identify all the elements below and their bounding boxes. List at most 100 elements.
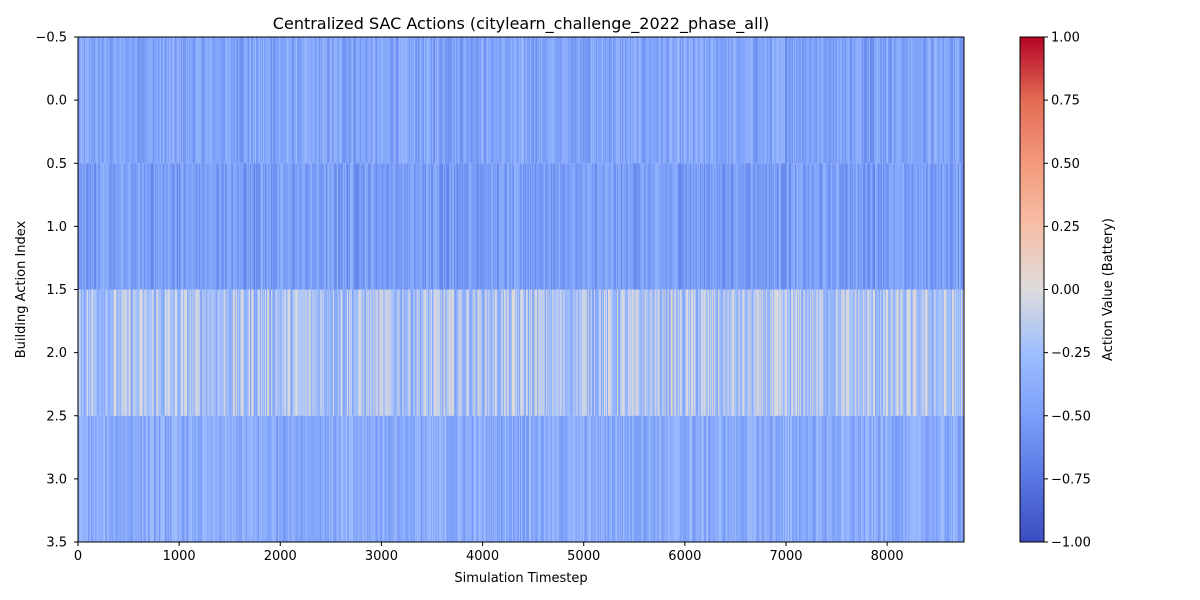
- heatmap-cell: [898, 37, 900, 164]
- heatmap-cell: [291, 289, 293, 416]
- heatmap-cell: [548, 37, 550, 164]
- heatmap-cell: [528, 37, 530, 164]
- heatmap-cell: [561, 163, 563, 290]
- heatmap-cell: [461, 289, 463, 416]
- heatmap-cell: [889, 163, 891, 290]
- heatmap-cell: [587, 37, 590, 164]
- heatmap-cell: [748, 415, 750, 542]
- heatmap-cell: [312, 37, 315, 164]
- heatmap-cell: [781, 415, 784, 542]
- heatmap-cell: [638, 415, 640, 542]
- heatmap-cell: [407, 289, 410, 416]
- heatmap-cell: [614, 163, 616, 290]
- heatmap-cell: [795, 289, 797, 416]
- heatmap-cell: [450, 37, 452, 164]
- heatmap-cell: [336, 415, 339, 542]
- heatmap-cell: [458, 415, 460, 542]
- heatmap-cell: [352, 289, 354, 416]
- heatmap-cell: [716, 163, 718, 290]
- heatmap-cell: [275, 37, 277, 164]
- heatmap-cell: [607, 415, 610, 542]
- heatmap-cell: [647, 163, 649, 290]
- heatmap-cell: [745, 37, 747, 164]
- heatmap-cell: [501, 415, 504, 542]
- heatmap-cell: [507, 163, 510, 290]
- heatmap-cell: [449, 37, 451, 164]
- heatmap-cell: [318, 289, 321, 416]
- heatmap-cell: [189, 415, 191, 542]
- heatmap-cell: [574, 37, 576, 164]
- heatmap-cell: [928, 37, 930, 164]
- heatmap-cell: [107, 163, 109, 290]
- heatmap-cell: [873, 289, 876, 416]
- heatmap-cell: [131, 289, 133, 416]
- heatmap-cell: [821, 37, 823, 164]
- heatmap-cell: [353, 289, 355, 416]
- heatmap-cell: [196, 289, 198, 416]
- heatmap-cell: [302, 37, 304, 164]
- heatmap-cell: [583, 37, 586, 164]
- heatmap-cell: [578, 163, 581, 290]
- heatmap-cell: [479, 163, 481, 290]
- heatmap-cell: [442, 415, 444, 542]
- heatmap-cell: [132, 415, 134, 542]
- x-axis: 0 1000 2000 3000 4000 5000 6000 7000 8000: [74, 542, 904, 564]
- heatmap-cell: [512, 163, 515, 290]
- heatmap-cell: [663, 37, 665, 164]
- heatmap-cell: [242, 37, 245, 164]
- heatmap-cell: [549, 289, 551, 416]
- heatmap-cell: [910, 415, 912, 542]
- heatmap-cell: [566, 163, 568, 290]
- heatmap-cell: [401, 415, 404, 542]
- heatmap-cell: [686, 289, 689, 416]
- heatmap-cell: [299, 415, 301, 542]
- heatmap-cell: [144, 37, 147, 164]
- heatmap-cell: [611, 289, 613, 416]
- heatmap-cell: [536, 37, 538, 164]
- heatmap-cell: [280, 163, 282, 290]
- heatmap-cell: [643, 163, 645, 290]
- heatmap-cell: [818, 37, 820, 164]
- heatmap-cell: [534, 289, 536, 416]
- heatmap-cell: [120, 289, 122, 416]
- heatmap-cell: [175, 163, 177, 290]
- heatmap-cell: [705, 163, 707, 290]
- heatmap-cell: [390, 289, 392, 416]
- heatmap-cell: [266, 163, 268, 290]
- heatmap-cell: [961, 289, 964, 416]
- heatmap-cell: [372, 163, 374, 290]
- heatmap-cell: [751, 163, 753, 290]
- heatmap-cell: [442, 163, 444, 290]
- heatmap-cell: [608, 37, 611, 164]
- heatmap-cell: [435, 289, 437, 416]
- heatmap-cell: [381, 163, 383, 290]
- heatmap-cell: [922, 163, 924, 290]
- heatmap-cell: [808, 289, 810, 416]
- heatmap-cell: [426, 415, 429, 542]
- heatmap-cell: [678, 163, 681, 290]
- heatmap-cell: [221, 37, 223, 164]
- heatmap-cell: [474, 289, 476, 416]
- heatmap-cell: [583, 289, 586, 416]
- heatmap-cell: [542, 163, 544, 290]
- heatmap-cell: [269, 163, 271, 290]
- heatmap-cell: [495, 415, 498, 542]
- heatmap-cell: [671, 163, 674, 290]
- heatmap-cell: [314, 163, 317, 290]
- heatmap-cell: [205, 289, 207, 416]
- heatmap-cell: [158, 289, 161, 416]
- heatmap-cell: [388, 163, 390, 290]
- heatmap-cell: [245, 37, 248, 164]
- heatmap-cell: [408, 163, 411, 290]
- heatmap-cell: [892, 415, 894, 542]
- heatmap-cell: [602, 37, 605, 164]
- heatmap-cell: [664, 289, 666, 416]
- heatmap-cell: [344, 289, 346, 416]
- heatmap-cell: [507, 289, 510, 416]
- heatmap-cell: [781, 37, 784, 164]
- heatmap-cell: [788, 163, 790, 290]
- heatmap-cell: [856, 163, 859, 290]
- heatmap-cell: [604, 289, 607, 416]
- heatmap-cell: [945, 37, 948, 164]
- heatmap-cell: [155, 37, 158, 164]
